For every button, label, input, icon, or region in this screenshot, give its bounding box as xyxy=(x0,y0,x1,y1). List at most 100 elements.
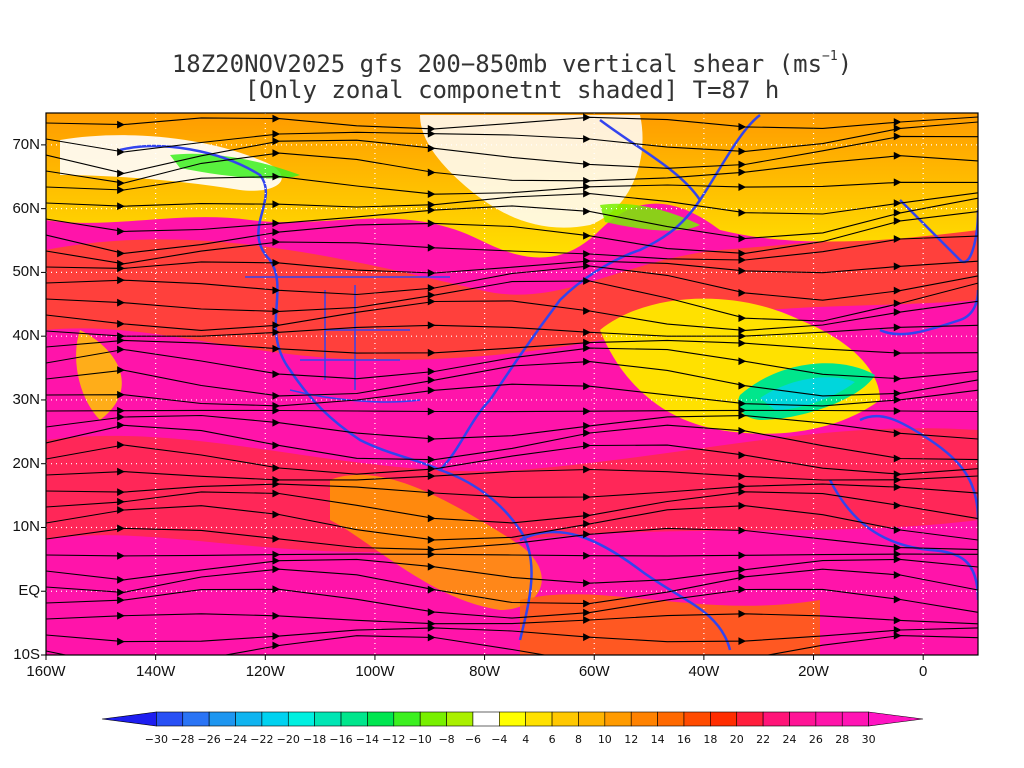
streamline-arrow xyxy=(893,595,902,604)
streamline-arrow xyxy=(893,323,902,332)
streamline xyxy=(46,211,978,254)
streamline xyxy=(46,414,978,440)
streamline-arrow xyxy=(583,608,591,617)
streamline-arrow xyxy=(738,585,747,594)
streamline xyxy=(46,324,978,337)
streamline-arrow xyxy=(427,168,436,177)
streamline-arrow xyxy=(893,374,902,383)
streamline-arrow xyxy=(117,488,125,497)
streamline-arrow xyxy=(893,571,902,579)
streamline-arrow xyxy=(427,585,436,594)
streamline-arrow xyxy=(272,641,281,650)
streamline-arrow xyxy=(893,209,902,217)
streamline-arrow xyxy=(272,321,281,330)
streamline xyxy=(46,121,978,153)
streamline-arrow xyxy=(427,545,436,554)
streamline-arrow xyxy=(739,656,745,662)
streamline-arrow xyxy=(583,616,591,624)
streamline-arrow xyxy=(583,307,591,315)
colorbar-swatch xyxy=(683,711,711,727)
colorbar-swatch xyxy=(208,711,236,727)
colorbar-swatch xyxy=(736,711,764,727)
streamline-arrow xyxy=(583,160,591,169)
streamline-arrow xyxy=(893,626,902,634)
streamline-arrow xyxy=(738,168,747,177)
streamline-arrow xyxy=(117,345,125,354)
colorbar-swatch xyxy=(604,711,632,727)
streamline-arrow xyxy=(272,611,281,620)
streamline-arrow xyxy=(272,344,281,353)
streamline-arrow xyxy=(583,277,591,285)
coastlines xyxy=(119,114,978,651)
streamline-arrow xyxy=(583,328,591,337)
streamline-arrow xyxy=(117,467,125,476)
streamline-arrow xyxy=(427,407,436,416)
lon-tick-label: 100W xyxy=(355,663,395,680)
streamline-arrow xyxy=(272,137,281,146)
colorbar-label: −26 xyxy=(197,733,221,746)
streamline xyxy=(46,347,978,380)
colorbar-swatch xyxy=(789,711,817,727)
lon-tick-label: 20W xyxy=(798,663,829,680)
streamline xyxy=(46,468,978,481)
lat-tick-label: EQ xyxy=(18,582,40,600)
colorbar-label: 24 xyxy=(782,733,797,746)
colorbar-label: −8 xyxy=(438,733,455,746)
streamline-arrow xyxy=(893,178,902,187)
streamline-arrow xyxy=(117,179,125,187)
streamline-arrow xyxy=(583,338,591,347)
streamline-arrow xyxy=(272,489,281,498)
streamline xyxy=(46,197,978,240)
streamline-arrow xyxy=(893,631,902,640)
streamline-arrow xyxy=(583,633,591,642)
streamline-arrow xyxy=(117,390,125,399)
shading-yellow-pacific xyxy=(76,330,122,420)
lat-tick-label: 20N xyxy=(12,454,40,472)
colorbar-swatch xyxy=(472,711,500,727)
streamline-arrow xyxy=(272,328,281,337)
streamline-arrow xyxy=(272,238,281,246)
lat-tick-label: 60N xyxy=(12,199,40,217)
colorbar-swatch xyxy=(868,711,924,727)
streamline-arrow xyxy=(893,501,902,510)
shading-orange-caribbean xyxy=(330,474,542,610)
colorbar-label: 18 xyxy=(703,733,718,746)
streamline xyxy=(46,588,978,619)
streamline-arrow xyxy=(117,336,125,345)
streamline-arrow xyxy=(117,120,125,129)
streamline-arrow xyxy=(427,206,436,215)
shading-red-belt xyxy=(46,428,978,553)
streamline xyxy=(46,635,978,655)
streamline-arrow xyxy=(893,526,902,534)
streamline-arrow xyxy=(427,124,436,133)
streamline-arrow xyxy=(427,200,436,209)
colorbar-swatch xyxy=(657,711,685,727)
streamline-arrow xyxy=(427,297,436,306)
streamline-arrow xyxy=(272,480,281,489)
lon-tick-label: 40W xyxy=(688,663,720,680)
streamline-arrow xyxy=(583,231,591,240)
streamline xyxy=(46,553,978,557)
streamline-arrow xyxy=(272,441,281,450)
streamline-arrow xyxy=(272,286,281,295)
colorbar-swatch xyxy=(578,711,606,727)
streamline-arrow xyxy=(272,556,281,565)
colorbar-label: −12 xyxy=(382,733,406,746)
streamline-arrow xyxy=(583,579,591,588)
lon-tick-label: 140W xyxy=(136,663,176,680)
streamline-arrow xyxy=(117,441,125,449)
streamline-arrow xyxy=(272,585,281,594)
streamline xyxy=(46,135,978,174)
streamline-arrow xyxy=(272,406,281,415)
streamline-arrow xyxy=(583,182,591,191)
streamline-arrow xyxy=(583,511,591,520)
streamline xyxy=(46,192,978,215)
streamline-arrow xyxy=(893,132,902,141)
streamline-arrow xyxy=(738,399,747,408)
streamline-arrow xyxy=(738,637,747,646)
streamline-arrow xyxy=(738,122,747,131)
streamline-arrow xyxy=(893,217,902,225)
colorbar-label: −10 xyxy=(408,733,432,746)
streamline-arrow xyxy=(272,402,281,410)
streamline-arrow xyxy=(427,219,436,228)
